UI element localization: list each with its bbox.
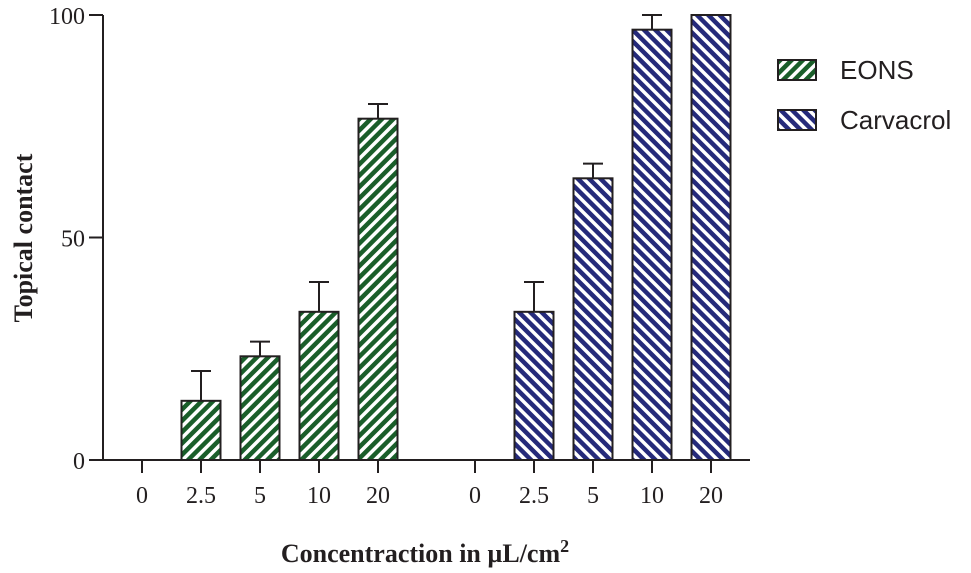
x-axis-label: Concentraction in µL/cm2: [281, 536, 569, 568]
y-tick-label: 50: [61, 227, 85, 253]
x-tick-label: 20: [699, 483, 723, 509]
legend-swatch: [777, 109, 817, 131]
x-tick-label: 0: [136, 483, 148, 509]
legend: EONS Carvacrol: [777, 55, 951, 135]
x-axis-label-text: Concentraction in µL/cm: [281, 539, 561, 568]
bar-carvacrol: [690, 14, 732, 461]
x-tick-label: 20: [366, 483, 390, 509]
y-axis-label: Topical contact: [9, 153, 38, 322]
x-axis-label-superscript: 2: [560, 536, 569, 556]
bar-carvacrol: [631, 28, 673, 462]
legend-label: Carvacrol: [840, 105, 951, 135]
x-tick-label: 5: [254, 483, 266, 509]
legend-label: EONS: [840, 55, 914, 85]
bar-carvacrol: [513, 310, 555, 461]
bar-eons: [357, 117, 399, 461]
bar-eons: [298, 310, 340, 461]
bar-eons: [239, 355, 281, 461]
bar-eons: [180, 399, 222, 462]
bar-carvacrol: [572, 177, 614, 461]
x-tick-label: 5: [587, 483, 599, 509]
y-tick-label: 0: [73, 449, 85, 475]
x-tick-label: 2.5: [186, 483, 216, 509]
y-tick-label: 100: [49, 4, 85, 30]
x-tick-label: 10: [640, 483, 664, 509]
legend-swatch: [777, 59, 817, 81]
x-tick-label: 10: [307, 483, 331, 509]
x-tick-label: 0: [469, 483, 481, 509]
x-tick-label: 2.5: [519, 483, 549, 509]
